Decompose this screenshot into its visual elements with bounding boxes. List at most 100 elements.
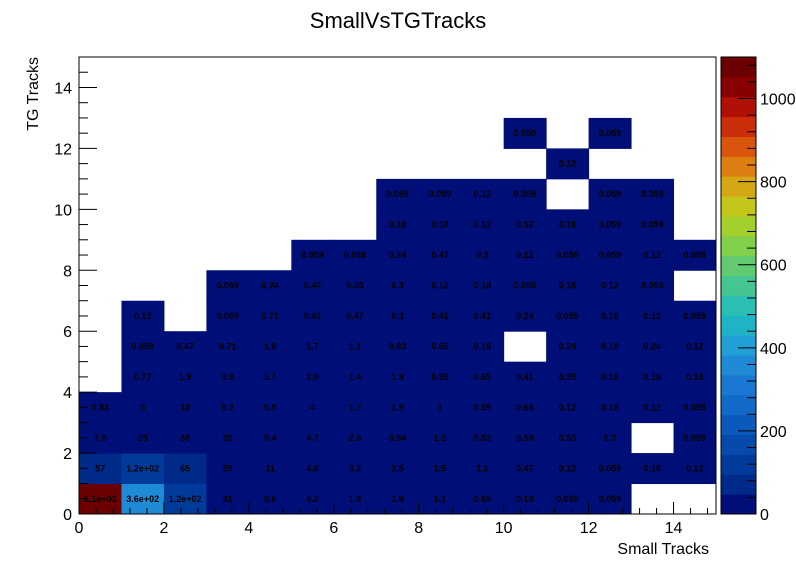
colorbar-segment: [721, 454, 756, 475]
cell-value-label: 0.059: [599, 189, 622, 199]
heatmap-cell: [206, 483, 250, 515]
cell-value-label: 0.18: [474, 281, 492, 291]
heatmap-cell: [248, 483, 292, 515]
cell-value-label: 0.059: [344, 250, 367, 260]
heatmap-cell: [588, 422, 632, 454]
cell-value-label: 0.059: [556, 311, 579, 321]
colorbar-tick-label: 600: [760, 258, 787, 275]
heatmap-cell: [503, 453, 547, 485]
heatmap-cell: [376, 483, 420, 515]
heatmap-cell: [121, 422, 165, 454]
heatmap-cell: [121, 453, 165, 485]
cell-value-label: 0.059: [301, 250, 324, 260]
heatmap-cell: [546, 331, 590, 363]
colorbar-segment: [721, 76, 756, 98]
cell-value-label: 0.41: [304, 311, 322, 321]
colorbar-segment: [721, 494, 756, 515]
heatmap-cell: [333, 239, 377, 271]
cell-value-label: 0.24: [261, 281, 279, 291]
heatmap-cell: [418, 392, 462, 424]
cell-value-label: 0.059: [514, 281, 537, 291]
cell-value-label: 1.2: [434, 433, 447, 443]
cell-value-label: 0.12: [686, 463, 704, 473]
cell-value-label: 0.059: [429, 189, 452, 199]
cell-value-label: 9.4: [264, 433, 277, 443]
heatmap-cell: [631, 331, 675, 363]
y-tick-label: 2: [63, 446, 72, 463]
heatmap-cell: [461, 483, 505, 515]
colorbar-segment: [721, 156, 756, 177]
cell-value-label: 2.5: [391, 463, 404, 473]
cell-value-label: 0.059: [641, 189, 664, 199]
cell-value-label: 1.1e+03: [84, 494, 117, 504]
cell-value-label: 2.8: [349, 433, 362, 443]
cell-value-label: 0.83: [389, 341, 407, 351]
heatmap-cell: [376, 209, 420, 241]
cell-value-label: 0.059: [514, 189, 537, 199]
cell-value-label: 0.77: [134, 372, 152, 382]
heatmap-cell: [503, 117, 547, 149]
heatmap-cell: [248, 422, 292, 454]
heatmap-cell: [291, 300, 335, 332]
cell-value-label: 0.35: [559, 372, 577, 382]
heatmap-cell: [631, 239, 675, 271]
cell-value-label: 0.12: [601, 281, 619, 291]
chart-title: SmallVsTGTracks: [310, 8, 486, 33]
heatmap-cell: [418, 331, 462, 363]
heatmap-cell: [503, 361, 547, 393]
heatmap-cell: [588, 239, 632, 271]
x-tick-label: 2: [159, 520, 168, 537]
heatmap-cell: [631, 270, 675, 302]
heatmap-cell: [248, 331, 292, 363]
colorbar-segment: [721, 116, 756, 137]
cell-value-label: 0.65: [431, 341, 449, 351]
cell-value-label: 3.7: [264, 372, 277, 382]
heatmap-cell: [163, 331, 207, 363]
colorbar: 0 200 400 600 800 1000: [720, 56, 796, 524]
x-tick-label: 14: [665, 520, 683, 537]
colorbar-segment: [721, 57, 756, 78]
heatmap-cell: [291, 270, 335, 302]
cell-value-label: 1.4: [349, 372, 362, 382]
heatmap-cell: [376, 422, 420, 454]
colorbar-segment: [721, 96, 756, 118]
heatmap-cell: [673, 331, 717, 363]
heatmap-cell: [206, 300, 250, 332]
cell-value-label: 0.12: [644, 250, 662, 260]
cell-value-label: 1.9: [179, 372, 192, 382]
heatmap-cell: [673, 361, 717, 393]
y-tick-label: 8: [63, 263, 72, 280]
heatmap-cell: [503, 392, 547, 424]
cell-value-label: 3.9: [221, 372, 234, 382]
heatmap-cell: [503, 239, 547, 271]
heatmap-cell: [461, 239, 505, 271]
cell-value-label: 1.2e+02: [169, 494, 202, 504]
heatmap-cell: [461, 331, 505, 363]
cell-value-label: 0.83: [91, 402, 109, 412]
x-axis-label: Small Tracks: [617, 541, 709, 558]
cell-value-label: 0.47: [304, 281, 322, 291]
colorbar-segment: [721, 215, 756, 237]
cell-value-label: 0.47: [176, 341, 194, 351]
heatmap-cell: [461, 361, 505, 393]
cell-value-label: 0.3: [391, 311, 404, 321]
y-axis-label: TG Tracks: [25, 57, 42, 131]
cell-value-label: 1.5: [434, 463, 447, 473]
heatmap-cell: [163, 361, 207, 393]
cell-value-label: 1: [437, 402, 442, 412]
heatmap-cell: [461, 392, 505, 424]
cell-value-label: 4: [310, 402, 315, 412]
cell-value-label: 0.12: [559, 159, 577, 169]
cell-value-label: 0.059: [684, 311, 707, 321]
cell-value-label: 1.1: [434, 494, 447, 504]
heatmap-cell: [503, 209, 547, 241]
heatmap-cell: [631, 209, 675, 241]
heatmap-cell: [673, 453, 717, 485]
cell-value-label: 1.8: [349, 494, 362, 504]
x-tick-label: 6: [329, 520, 338, 537]
cell-value-label: 0.24: [559, 341, 577, 351]
heatmap-cell: [546, 300, 590, 332]
cell-value-label: 0.059: [684, 402, 707, 412]
heatmap-cell: [206, 361, 250, 393]
cell-value-label: 4.7: [306, 433, 319, 443]
